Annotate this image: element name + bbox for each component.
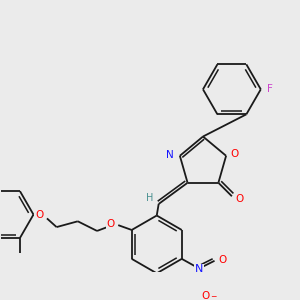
Text: O: O: [218, 255, 226, 265]
Text: O: O: [35, 210, 44, 220]
Text: O: O: [236, 194, 244, 204]
Text: F: F: [268, 84, 273, 94]
Text: O: O: [231, 149, 239, 159]
Text: N: N: [167, 150, 174, 160]
Text: H: H: [146, 193, 154, 203]
Text: O: O: [202, 291, 210, 300]
Text: N: N: [195, 265, 203, 275]
Text: O: O: [106, 219, 115, 229]
Text: −: −: [210, 292, 217, 300]
